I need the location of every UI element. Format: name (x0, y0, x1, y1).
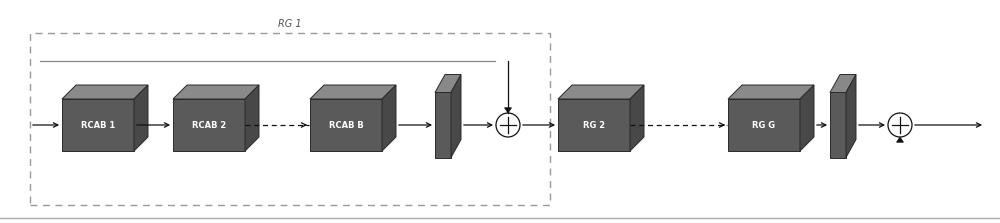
Text: RG 2: RG 2 (583, 120, 605, 130)
Polygon shape (62, 99, 134, 151)
Polygon shape (800, 85, 814, 151)
Text: RCAB B: RCAB B (329, 120, 363, 130)
Polygon shape (435, 74, 461, 93)
Polygon shape (382, 85, 396, 151)
Text: RCAB 2: RCAB 2 (192, 120, 226, 130)
Polygon shape (830, 93, 846, 157)
Polygon shape (62, 85, 148, 99)
Polygon shape (310, 85, 396, 99)
Polygon shape (728, 99, 800, 151)
Bar (30, 33, 550, 205)
Polygon shape (245, 85, 259, 151)
Polygon shape (310, 99, 382, 151)
Polygon shape (134, 85, 148, 151)
Polygon shape (435, 93, 451, 157)
Polygon shape (505, 108, 512, 113)
Polygon shape (173, 99, 245, 151)
Polygon shape (728, 85, 814, 99)
Polygon shape (558, 99, 630, 151)
Polygon shape (896, 137, 904, 142)
Polygon shape (173, 85, 259, 99)
Text: RCAB 1: RCAB 1 (81, 120, 115, 130)
Text: RG G: RG G (752, 120, 776, 130)
Polygon shape (630, 85, 644, 151)
Text: RG 1: RG 1 (278, 19, 302, 29)
Polygon shape (846, 74, 856, 157)
Polygon shape (451, 74, 461, 157)
Polygon shape (830, 74, 856, 93)
Polygon shape (558, 85, 644, 99)
